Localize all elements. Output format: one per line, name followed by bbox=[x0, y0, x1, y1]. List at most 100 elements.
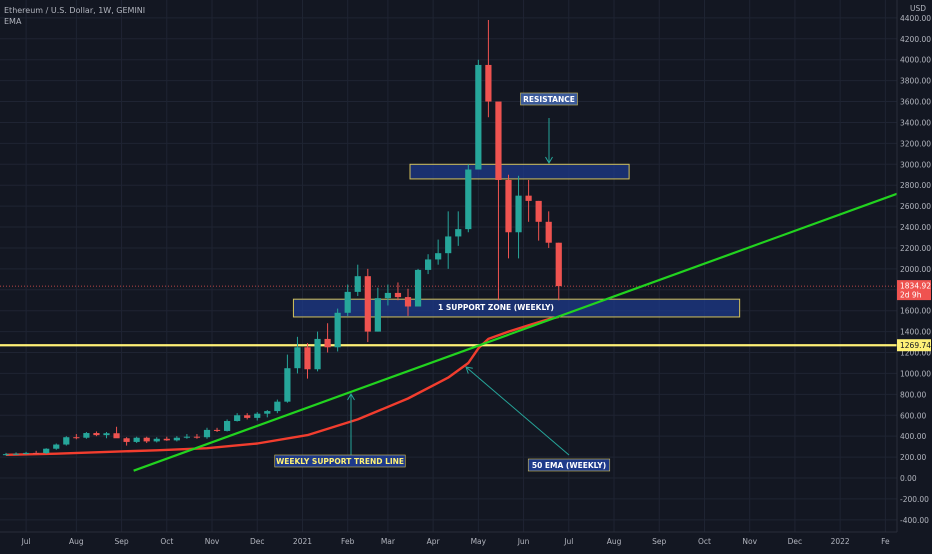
candle-body bbox=[435, 253, 442, 260]
y-tick-label: 3000.00 bbox=[900, 160, 931, 169]
trend-line-arrow-head bbox=[347, 393, 355, 401]
x-tick-label: 2021 bbox=[293, 537, 312, 546]
candle-body bbox=[213, 429, 221, 431]
y-tick-label: 0.00 bbox=[900, 474, 917, 483]
resistance-zone bbox=[409, 163, 630, 180]
candle-body bbox=[505, 179, 512, 233]
candle-body bbox=[495, 101, 502, 180]
support-zone-label: 1 SUPPORT ZONE (WEEKLY) bbox=[438, 303, 554, 312]
candle-body bbox=[455, 229, 462, 237]
y-tick-label: 2200.00 bbox=[900, 244, 931, 253]
candle-body bbox=[224, 421, 231, 431]
candle-body bbox=[354, 276, 361, 292]
ema-arrow-head bbox=[465, 366, 473, 374]
y-tick-label: 1400.00 bbox=[900, 328, 931, 337]
candle-body bbox=[193, 436, 201, 438]
candle-body bbox=[425, 259, 432, 270]
candle-body bbox=[254, 413, 261, 418]
candle-body bbox=[12, 453, 20, 455]
candle-body bbox=[143, 437, 150, 442]
y-tick-label: 1000.00 bbox=[900, 369, 931, 378]
trend-line-label-box bbox=[274, 454, 406, 468]
ema-line bbox=[5, 315, 560, 456]
candle-body bbox=[334, 312, 341, 348]
y-tick-label: 1600.00 bbox=[900, 307, 931, 316]
y-tick-label: 600.00 bbox=[900, 411, 926, 420]
y-tick-label: 3600.00 bbox=[900, 98, 931, 107]
countdown-value: 2d 9h bbox=[900, 291, 922, 300]
resistance-label: RESISTANCE bbox=[523, 95, 575, 104]
y-tick-label: 2000.00 bbox=[900, 265, 931, 274]
candle-body bbox=[234, 415, 241, 422]
x-tick-label: Jul bbox=[563, 537, 573, 546]
y-tick-label: 2800.00 bbox=[900, 181, 931, 190]
x-tick-label: May bbox=[471, 537, 487, 546]
candle-body bbox=[183, 436, 190, 438]
y-tick-label: 3800.00 bbox=[900, 77, 931, 86]
candle-body bbox=[475, 64, 482, 170]
candle-body bbox=[485, 64, 492, 102]
resistance-label-box bbox=[520, 92, 578, 106]
x-tick-label: Apr bbox=[427, 537, 441, 546]
y-tick-label: 4400.00 bbox=[900, 14, 931, 23]
resistance-arrow-head bbox=[545, 156, 553, 164]
x-tick-label: Sep bbox=[652, 537, 666, 546]
candle-body bbox=[53, 444, 60, 449]
candle-body bbox=[374, 298, 381, 332]
y-tick-label: 2600.00 bbox=[900, 202, 931, 211]
x-tick-label: Aug bbox=[607, 537, 622, 546]
current-price-tag bbox=[897, 280, 931, 301]
candle-body bbox=[384, 292, 391, 299]
candle-body bbox=[344, 291, 351, 313]
ema-label-box bbox=[527, 458, 611, 472]
x-tick-label: Nov bbox=[742, 537, 757, 546]
candle-body bbox=[264, 411, 271, 414]
support-price-tag bbox=[897, 339, 931, 352]
y-tick-label: 3200.00 bbox=[900, 139, 931, 148]
candle-body bbox=[465, 169, 472, 230]
x-tick-label: Jun bbox=[517, 537, 530, 546]
price-axis bbox=[897, 0, 932, 550]
indicator-label[interactable]: EMA bbox=[4, 17, 22, 26]
chart-legend: Ethereum / U.S. Dollar, 1W, GEMINI EMA bbox=[4, 5, 145, 27]
current-price-value: 1834.92 bbox=[900, 282, 931, 291]
y-tick-label: 4000.00 bbox=[900, 56, 931, 65]
candle-body bbox=[63, 437, 70, 445]
candle-body bbox=[113, 433, 120, 439]
candle-body bbox=[545, 221, 552, 243]
x-tick-label: Dec bbox=[788, 537, 803, 546]
candle-body bbox=[314, 338, 321, 370]
support-price-value: 1269.74 bbox=[900, 341, 931, 350]
x-tick-label: Oct bbox=[698, 537, 711, 546]
candle-body bbox=[73, 437, 80, 439]
symbol-title[interactable]: Ethereum / U.S. Dollar, 1W, GEMINI bbox=[4, 6, 146, 15]
candle-body bbox=[173, 437, 180, 441]
candle-body bbox=[274, 401, 281, 412]
candle-body bbox=[324, 338, 331, 348]
candle-body bbox=[515, 195, 522, 233]
currency-label: USD bbox=[910, 4, 926, 13]
y-tick-label: 400.00 bbox=[900, 432, 926, 441]
candle-body bbox=[123, 438, 130, 442]
y-tick-label: 1200.00 bbox=[900, 349, 931, 358]
candle-body bbox=[83, 433, 90, 438]
candle-body bbox=[163, 438, 170, 441]
y-tick-label: -400.00 bbox=[900, 516, 929, 525]
trend-line bbox=[133, 191, 901, 472]
candle-body bbox=[404, 297, 412, 307]
candle-body bbox=[445, 236, 452, 254]
candle-body bbox=[203, 429, 211, 438]
candle-body bbox=[43, 448, 50, 454]
trend-line-label: WEEKLY SUPPORT TREND LINE bbox=[276, 457, 404, 466]
x-tick-label: Feb bbox=[341, 537, 355, 546]
candle-body bbox=[555, 242, 562, 287]
y-tick-label: 4200.00 bbox=[900, 35, 931, 44]
x-tick-label: Sep bbox=[115, 537, 129, 546]
y-tick-label: -200.00 bbox=[900, 495, 929, 504]
x-tick-label: Mar bbox=[381, 537, 396, 546]
x-tick-label: 2022 bbox=[831, 537, 850, 546]
x-tick-label: Nov bbox=[205, 537, 220, 546]
x-tick-label: Oct bbox=[160, 537, 173, 546]
